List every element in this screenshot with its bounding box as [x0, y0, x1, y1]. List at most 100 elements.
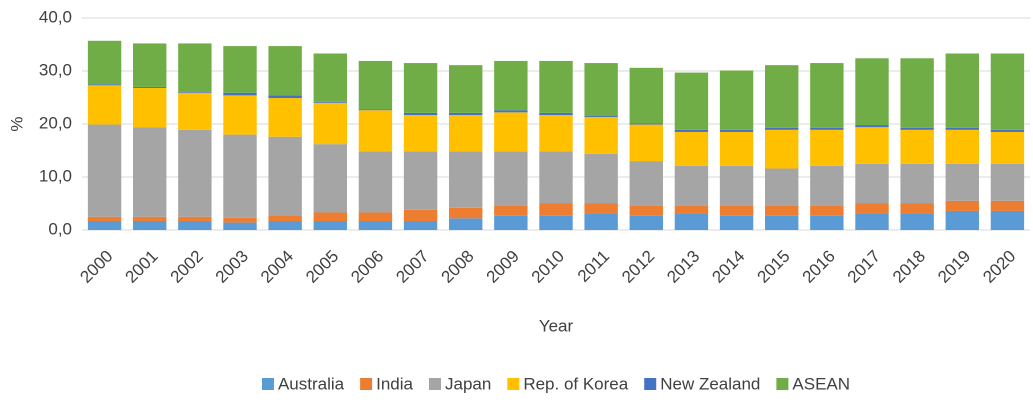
bar-segment — [449, 207, 483, 219]
bar-segment — [900, 213, 934, 230]
bar-segment — [674, 131, 709, 166]
bar-segment — [539, 114, 573, 152]
bar-segment — [719, 129, 754, 132]
bar-segment — [900, 58, 934, 128]
bar-segment — [719, 205, 754, 216]
y-tick-label: 10,0 — [39, 166, 72, 185]
legend-swatch — [360, 378, 373, 390]
bar-segment — [313, 144, 347, 213]
bar-segment — [674, 72, 709, 130]
x-tick-label: 2005 — [302, 247, 342, 287]
bar-segment — [674, 165, 709, 206]
bar-segment — [358, 151, 393, 213]
bar-segment — [719, 131, 754, 166]
bar-segment — [87, 85, 122, 125]
x-tick-label: 2013 — [663, 247, 703, 287]
bar-segment — [855, 125, 889, 128]
bar-segment — [133, 87, 167, 128]
legend-swatch — [776, 378, 789, 390]
bar-segment — [223, 95, 257, 135]
bar-segment — [403, 63, 438, 113]
bar-segment — [539, 203, 573, 216]
bar-segment — [584, 117, 618, 154]
bar-segment — [449, 114, 483, 152]
bar-segment — [494, 151, 528, 206]
bar-segment — [223, 92, 257, 96]
y-tick-label: 30,0 — [39, 60, 72, 79]
x-tick-label: 2011 — [574, 247, 613, 286]
legend-label: Australia — [278, 374, 345, 393]
bar-segment — [133, 86, 167, 88]
bar-segment — [87, 220, 122, 230]
bar-segment — [403, 209, 438, 221]
bar-segment — [449, 65, 483, 113]
bar-segment — [719, 70, 754, 130]
bar-segment — [945, 200, 979, 211]
legend-swatch — [507, 378, 520, 390]
bar-segment — [584, 203, 618, 214]
legend-swatch — [428, 378, 441, 390]
bar-segment — [765, 65, 799, 128]
x-tick-label: 2001 — [122, 247, 162, 287]
x-tick-label: 2010 — [528, 247, 568, 287]
bar-segment — [268, 220, 302, 230]
bar-segment — [584, 153, 618, 204]
x-tick-label: 2019 — [934, 247, 974, 287]
bar-segment — [810, 215, 844, 230]
bar-segment — [629, 67, 663, 124]
bar-segment — [313, 53, 347, 102]
bar-segment — [629, 215, 663, 230]
x-tick-label: 2008 — [438, 247, 478, 287]
bar-segment — [900, 163, 934, 204]
bar-segment — [674, 205, 709, 214]
x-tick-label: 2009 — [483, 247, 523, 287]
bar-segment — [990, 210, 1025, 230]
bar-segment — [403, 220, 438, 230]
bar-segment — [449, 112, 483, 115]
bar-segment — [945, 163, 979, 201]
bar-segment — [178, 92, 212, 130]
bar-segment — [494, 110, 528, 113]
bar-segment — [87, 40, 122, 85]
bar-segment — [268, 46, 302, 96]
bar-segment — [945, 210, 979, 230]
legend-swatch — [644, 378, 657, 390]
y-axis-label: % — [7, 116, 26, 131]
bar-segment — [539, 60, 573, 113]
bar-segment — [358, 110, 393, 152]
bar-segment — [539, 112, 573, 115]
bar-segment — [855, 58, 889, 126]
bar-segment — [494, 112, 528, 152]
x-tick-label: 2012 — [618, 247, 658, 287]
bar-segment — [358, 212, 393, 221]
x-tick-label: 2017 — [844, 247, 884, 287]
bar-segment — [990, 53, 1025, 130]
x-tick-label: 2006 — [347, 247, 387, 287]
bar-segment — [719, 215, 754, 230]
x-tick-label: 2018 — [889, 247, 929, 287]
bar-segment — [133, 216, 167, 221]
bar-segment — [945, 129, 979, 164]
x-tick-label: 2004 — [257, 247, 297, 287]
bar-segment — [223, 134, 257, 218]
legend-label: Rep. of Korea — [523, 374, 628, 393]
bar-segment — [584, 116, 618, 118]
bar-segment — [358, 220, 393, 230]
y-tick-label: 20,0 — [39, 113, 72, 132]
x-tick-label: 2002 — [167, 247, 207, 287]
bar-segment — [268, 215, 302, 221]
bar-segment — [990, 200, 1025, 211]
bar-segment — [87, 124, 122, 217]
legend-label: ASEAN — [792, 374, 850, 393]
legend-label: Japan — [445, 374, 491, 393]
bar-segment — [539, 151, 573, 204]
bar-segment — [494, 205, 528, 216]
bar-segment — [494, 60, 528, 111]
bar-segment — [765, 127, 799, 130]
bar-segment — [674, 129, 709, 132]
bar-segment — [584, 63, 618, 117]
bar-segment — [133, 220, 167, 230]
bar-segment — [133, 127, 167, 217]
x-tick-label: 2007 — [392, 247, 432, 287]
